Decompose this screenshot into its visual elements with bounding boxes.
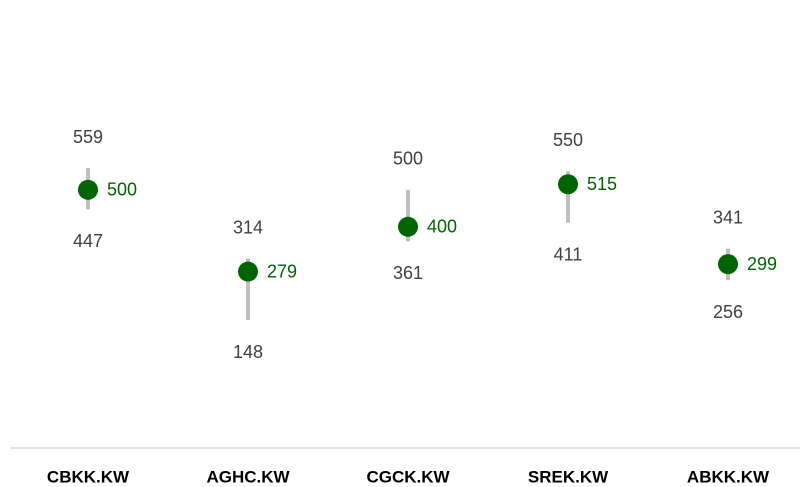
value-label: 299 [747,254,777,274]
dot [558,174,578,195]
x-tick-label: CGCK.KW [366,467,450,486]
dot [718,254,738,275]
dot [238,261,258,282]
value-label: 515 [587,174,617,194]
high-label: 550 [553,130,583,150]
high-label: 500 [393,149,423,169]
low-label: 411 [554,244,583,264]
low-label: 256 [713,302,743,322]
value-label: 500 [107,180,137,200]
low-label: 361 [393,263,423,283]
dot [398,216,418,237]
low-label: 447 [73,231,103,251]
x-tick-label: SREK.KW [528,467,609,486]
high-label: 559 [73,127,103,147]
high-label: 314 [233,217,263,237]
value-label: 279 [267,261,297,281]
dot [78,179,98,200]
x-tick-label: AGHC.KW [206,467,290,486]
high-label: 341 [713,207,743,227]
x-tick-label: CBKK.KW [47,467,130,486]
low-label: 148 [233,342,263,362]
x-tick-label: ABKK.KW [687,467,770,486]
value-label: 400 [427,217,457,237]
